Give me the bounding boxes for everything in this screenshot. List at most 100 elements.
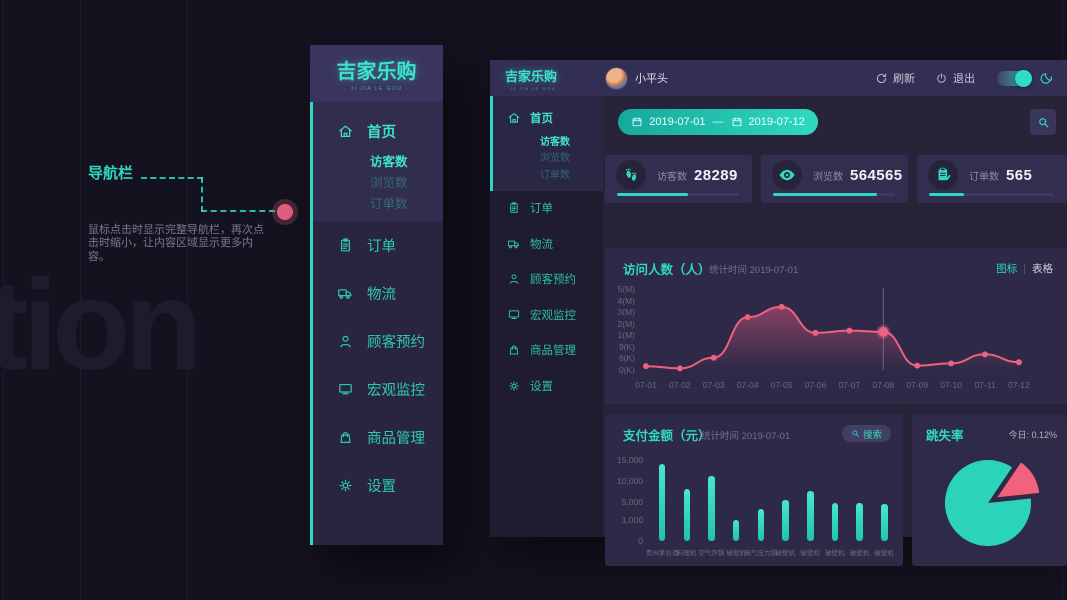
annotation-connector-line	[141, 177, 203, 179]
bar-category-label: 破壁机	[726, 550, 746, 557]
stat-text: 访客数 28289	[657, 167, 738, 184]
chart-search-button[interactable]: 搜索	[841, 425, 891, 442]
toggle-knob	[1015, 69, 1032, 87]
date-end[interactable]: 2019-07-12	[748, 116, 805, 128]
x-tick-label: 07-06	[804, 380, 827, 390]
view-table-option[interactable]: 表格	[1032, 263, 1053, 275]
y-tick-label: 1,000	[621, 515, 643, 526]
sidebar-item[interactable]: 物流	[313, 269, 443, 317]
sidebar-item-label: 物流	[367, 286, 396, 303]
sidebar-item[interactable]: 设置	[313, 461, 443, 509]
y-tick-label: 15,000	[617, 454, 643, 465]
app-logo-tagline: · JI JIA LE GOU ·	[344, 86, 409, 92]
moon-icon[interactable]	[1038, 71, 1053, 86]
x-tick-label: 07-09	[906, 380, 929, 390]
y-tick-label: 0(K)	[618, 364, 635, 375]
layout-guide-line	[80, 0, 81, 600]
bar-category-label: 空气炸锅	[698, 550, 725, 557]
stat-label: 浏览数	[813, 172, 843, 183]
y-tick-label: 3(M)	[617, 307, 635, 317]
bar	[807, 490, 814, 541]
sidebar-item[interactable]: 宏观监控	[313, 365, 443, 413]
sidebar-section-home[interactable]: 首页访客数浏览数订单数	[490, 96, 603, 191]
bag-icon	[337, 429, 354, 446]
sidebar-subitem[interactable]: 浏览数	[370, 176, 408, 190]
y-axis-ticks: 5(M) 4(M) 3(M) 2(M) 1(M) 9(K) 6(K) 0(K)	[605, 285, 635, 374]
monitor-icon	[337, 381, 354, 398]
sidebar-item[interactable]: 宏观监控	[490, 297, 603, 333]
y-tick-label: 2(M)	[617, 318, 635, 329]
search-button[interactable]	[1030, 109, 1056, 135]
calendar-icon	[631, 116, 643, 128]
bar	[732, 519, 740, 541]
stat-text: 订单数 565	[969, 167, 1032, 184]
stat-card: 订单数 565	[917, 155, 1067, 203]
y-tick-label: 1(M)	[617, 330, 635, 340]
app-logo: 吉家乐购 · JI JIA LE GOU ·	[490, 66, 605, 91]
dashboard-window: 吉家乐购 · JI JIA LE GOU · 小平头 刷新 退出 首页访客数	[490, 60, 1067, 566]
visits-chart-card: 访问人数（人） 统计时间 2019-07-01 图标 | 表格 5(M) 4(M)…	[605, 248, 1067, 404]
dashboard-header: 吉家乐购 · JI JIA LE GOU · 小平头 刷新 退出	[490, 60, 1067, 96]
bar-category-label: 破壁机	[874, 550, 895, 557]
theme-toggle-switch[interactable]	[997, 69, 1032, 87]
truck-icon	[507, 237, 521, 251]
sidebar-item[interactable]: 订单	[313, 221, 443, 269]
annotation-body-text: 鼠标点击时显示完整导航栏，再次点击时缩小，让内容区域显示更多内容。	[88, 224, 264, 263]
bar	[757, 508, 765, 541]
x-tick-label: 07-11	[974, 380, 996, 390]
bar	[658, 464, 666, 541]
sidebar-item-label: 顾客预约	[367, 334, 425, 351]
dashboard-sidebar: 首页访客数浏览数订单数订单 物流 顾客预约宏观监控商品管理 设置	[490, 96, 603, 537]
stat-card: 访客数 28289	[605, 155, 752, 203]
x-tick-label: 07-03	[702, 380, 725, 390]
home-icon	[507, 111, 521, 125]
sidebar-menu: 首页访客数浏览数订单数订单物流顾客预约宏观监控商品管理 设置	[313, 102, 443, 509]
annotation-pointer-dot	[277, 204, 293, 220]
sidebar-item[interactable]: 订单	[490, 191, 603, 227]
sidebar-item[interactable]: 顾客预约	[313, 317, 443, 365]
sidebar-item-label: 宏观监控	[367, 382, 425, 399]
chart-view-toggle: 图标 | 表格	[996, 261, 1053, 276]
stats-cards-row: 访客数 28289 浏览数 564565 订单数 565	[605, 155, 1067, 203]
sidebar-section-home[interactable]: 首页访客数浏览数订单数	[313, 102, 443, 221]
bar-category-label: 破壁机	[800, 550, 820, 557]
bar	[782, 499, 789, 541]
view-chart-option[interactable]: 图标	[996, 263, 1018, 275]
sidebar-subitem[interactable]: 订单数	[370, 197, 408, 211]
watermark-text: tion	[0, 254, 203, 397]
gear-icon	[507, 379, 521, 393]
stat-label: 访客数	[657, 172, 687, 183]
y-tick-label: 10,000	[617, 476, 643, 487]
date-start[interactable]: 2019-07-01	[649, 116, 706, 128]
sidebar-subitem[interactable]: 浏览数	[540, 153, 570, 165]
progress-bar	[617, 193, 739, 196]
sidebar-item-home[interactable]: 首页	[313, 112, 443, 150]
sidebar-item-label: 宏观监控	[530, 309, 576, 322]
sidebar-item[interactable]: 设置	[490, 368, 603, 404]
sidebar-item[interactable]: 商品管理	[490, 333, 603, 369]
sidebar-subitem[interactable]: 订单数	[540, 169, 570, 181]
clipboard-icon	[337, 237, 354, 254]
sidebar-item[interactable]: 顾客预约	[490, 262, 603, 298]
app-logo-text: 吉家乐购	[505, 68, 558, 84]
gear-icon	[337, 477, 354, 494]
sidebar-subitem[interactable]: 访客数	[370, 155, 408, 169]
logout-button[interactable]: 退出	[935, 70, 975, 86]
sidebar-item[interactable]: 商品管理	[313, 413, 443, 461]
x-tick-label: 07-02	[669, 380, 691, 390]
eye-icon	[772, 160, 802, 190]
bar	[708, 476, 715, 541]
chart-subtitle: 统计时间 2019-07-01	[709, 265, 799, 276]
refresh-button[interactable]: 刷新	[875, 70, 915, 86]
date-range-picker[interactable]: 2019-07-01 — 2019-07-12	[618, 109, 818, 135]
chart-title: 跳失率	[926, 429, 964, 443]
sidebar-item-label: 首页	[367, 124, 396, 141]
pie-chart	[945, 460, 1040, 546]
sidebar-subitem[interactable]: 访客数	[540, 136, 570, 148]
orders-icon	[928, 160, 958, 190]
x-tick-label: 07-12	[1008, 380, 1030, 390]
app-logo: 吉家乐购 · JI JIA LE GOU ·	[310, 45, 443, 102]
sidebar-item-home[interactable]: 首页	[493, 104, 603, 132]
area-line-chart	[643, 288, 1022, 372]
sidebar-item[interactable]: 物流	[490, 226, 603, 262]
